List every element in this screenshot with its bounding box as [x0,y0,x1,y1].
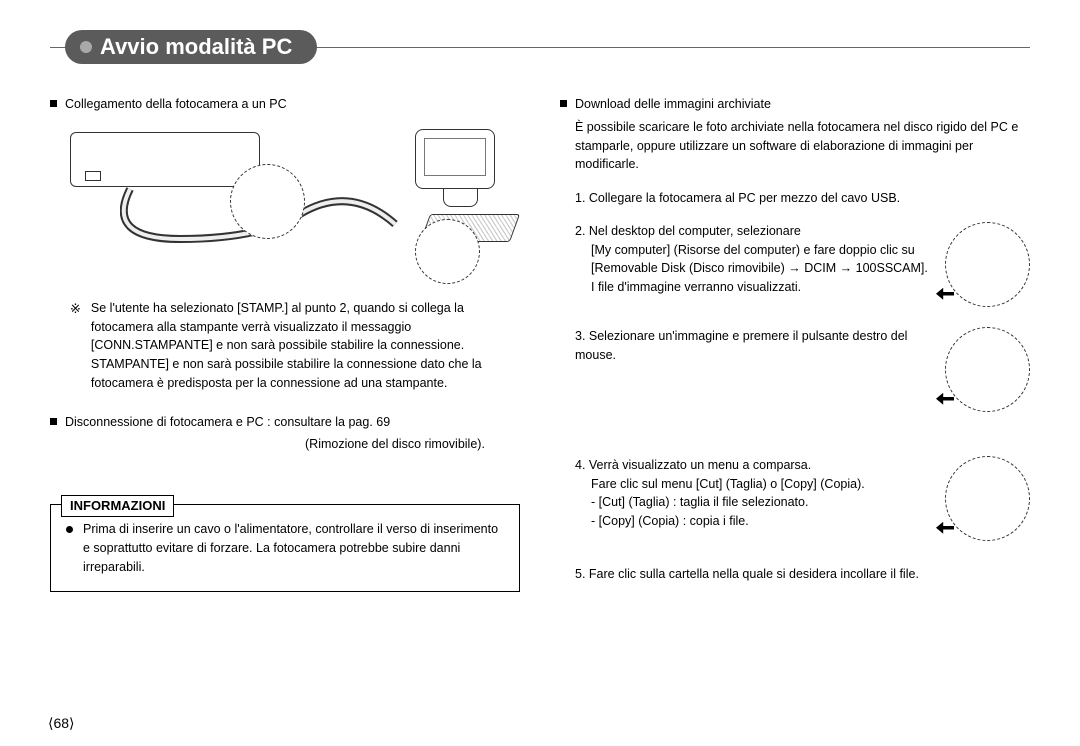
steps-list: 1. Collegare la fotocamera al PC per mez… [560,189,1030,584]
step-4: 4. Verrà visualizzato un menu a comparsa… [560,456,1030,541]
right-section-heading: Download delle immagini archiviate [560,95,1030,114]
step-1: 1. Collegare la fotocamera al PC per mez… [560,189,1030,208]
left-section1-heading: Collegamento della fotocamera a un PC [50,95,520,114]
square-bullet-icon [560,100,567,107]
header-dot-icon [80,41,92,53]
asterisk-icon: ※ [70,299,81,319]
info-box: INFORMAZIONI Prima di inserire un cavo o… [50,504,520,592]
header-pill: Avvio modalità PC [65,30,317,64]
left-column: Collegamento della fotocamera a un PC [50,95,520,726]
info-text: Prima di inserire un cavo o l'alimentato… [83,520,504,576]
step-2: 2. Nel desktop del computer, selezionare… [560,222,1030,307]
step2-line-d: I file d'immagine verranno visualizzati. [575,278,930,297]
section1-title: Collegamento della fotocamera a un PC [65,95,287,114]
intro-paragraph: È possibile scaricare le foto archiviate… [560,118,1030,174]
step4-line-b: Fare clic sul menu [Cut] (Taglia) o [Cop… [575,475,930,494]
section2-line2: (Rimozione del disco rimovibile). [50,435,520,454]
step2-line-c: [Removable Disk (Disco rimovibile) → DCI… [575,259,930,278]
step2-line-b: [My computer] (Risorse del computer) e f… [575,241,930,260]
step4-line-c: - [Cut] (Taglia) : taglia il file selezi… [575,493,930,512]
step4-line-a: 4. Verrà visualizzato un menu a comparsa… [575,456,930,475]
step-5: 5. Fare clic sulla cartella nella quale … [560,565,1030,584]
stamp-note: ※ Se l'utente ha selezionato [STAMP.] al… [50,299,520,393]
left-section2-heading: Disconnessione di fotocamera e PC : cons… [50,413,520,432]
step4-detail-circle-icon [945,456,1030,541]
step2-detail-circle-icon [945,222,1030,307]
header-bar: Avvio modalità PC [50,30,1030,70]
zoom-detail-2-icon [415,219,480,284]
step2-line-a: 2. Nel desktop del computer, selezionare [575,222,930,241]
step3-detail-circle-icon [945,327,1030,412]
right-section-title: Download delle immagini archiviate [575,95,771,114]
content-columns: Collegamento della fotocamera a un PC [50,95,1030,726]
square-bullet-icon [50,100,57,107]
step4-line-d: - [Copy] (Copia) : copia i file. [575,512,930,531]
info-label: INFORMAZIONI [61,495,174,517]
camera-icon [70,132,260,187]
page-title: Avvio modalità PC [100,34,292,60]
zoom-detail-1-icon [230,164,305,239]
monitor-icon [415,129,505,209]
section2-line1: Disconnessione di fotocamera e PC : cons… [65,413,390,432]
round-bullet-icon [66,526,73,533]
right-column: Download delle immagini archiviate È pos… [560,95,1030,726]
square-bullet-icon [50,418,57,425]
step3-text: 3. Selezionare un'immagine e premere il … [575,327,930,365]
note-text: Se l'utente ha selezionato [STAMP.] al p… [91,299,520,393]
camera-pc-illustration [50,124,520,274]
step-3: 3. Selezionare un'immagine e premere il … [560,327,1030,412]
page-number: 68 [48,715,75,732]
